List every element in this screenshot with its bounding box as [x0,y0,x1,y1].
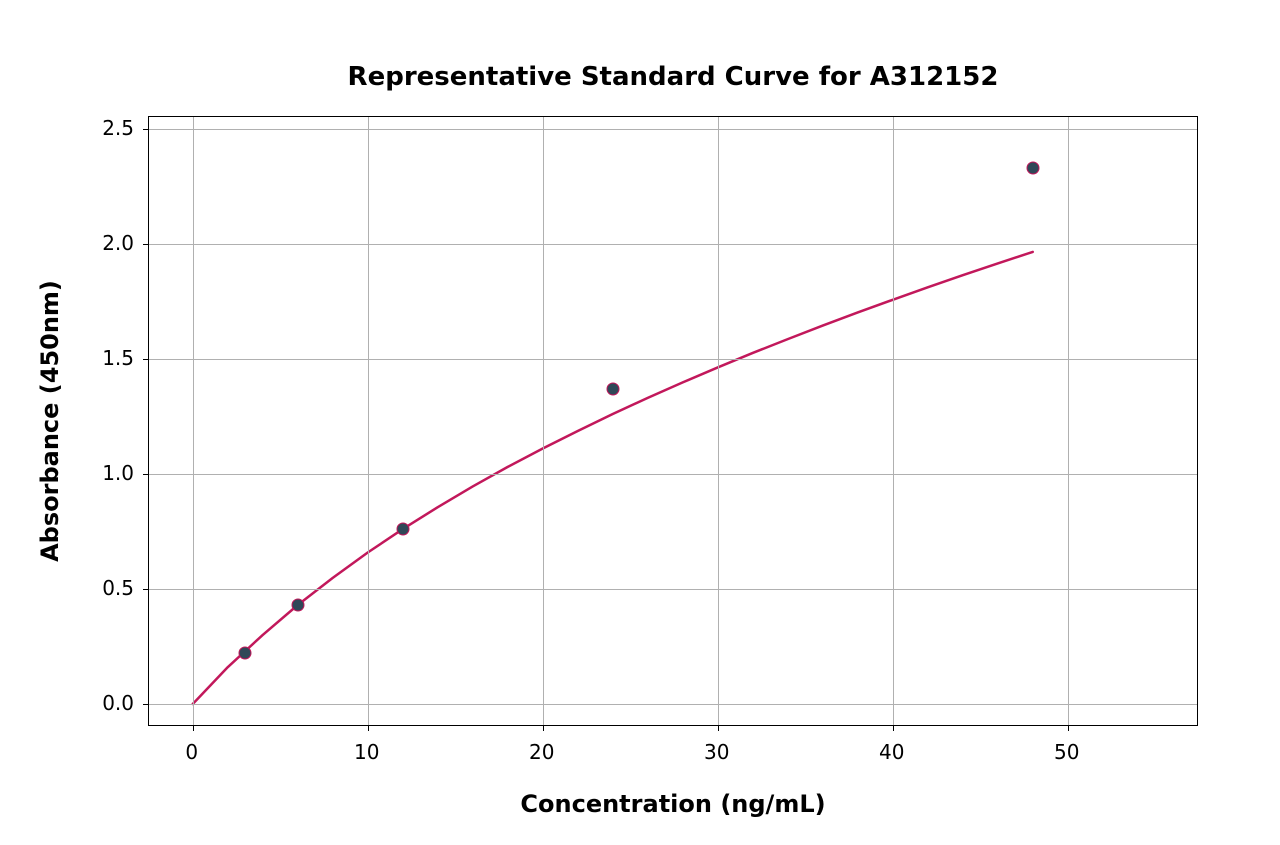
y-tick-label: 2.0 [102,231,134,255]
y-tick-label: 1.0 [102,461,134,485]
grid-line-horizontal [149,589,1197,590]
x-tick [193,725,194,731]
grid-line-horizontal [149,704,1197,705]
grid-line-horizontal [149,244,1197,245]
y-tick-label: 0.5 [102,576,134,600]
curve-path [193,252,1033,704]
chart-figure: Representative Standard Curve for A31215… [0,0,1280,845]
x-tick-label: 0 [185,740,198,764]
x-tick-label: 10 [354,740,379,764]
data-point-marker [396,523,409,536]
x-tick-label: 50 [1054,740,1079,764]
y-tick [143,359,149,360]
grid-line-vertical [368,117,369,725]
x-tick [368,725,369,731]
y-tick-label: 0.0 [102,691,134,715]
data-point-marker [606,382,619,395]
x-axis-label: Concentration (ng/mL) [520,790,825,818]
grid-line-vertical [193,117,194,725]
y-tick [143,244,149,245]
grid-line-vertical [893,117,894,725]
plot-area [148,116,1198,726]
x-tick [718,725,719,731]
x-tick [1068,725,1069,731]
grid-line-horizontal [149,129,1197,130]
y-tick [143,589,149,590]
chart-title: Representative Standard Curve for A31215… [348,62,999,92]
x-tick [543,725,544,731]
data-point-marker [291,599,304,612]
x-tick-label: 30 [704,740,729,764]
grid-line-vertical [718,117,719,725]
data-point-marker [1026,161,1039,174]
grid-line-vertical [1068,117,1069,725]
y-axis-label: Absorbance (450nm) [36,280,64,562]
data-point-marker [239,647,252,660]
standard-curve-line [149,117,1199,727]
y-tick-label: 1.5 [102,346,134,370]
grid-line-vertical [543,117,544,725]
grid-line-horizontal [149,474,1197,475]
grid-line-horizontal [149,359,1197,360]
y-tick [143,704,149,705]
x-tick-label: 40 [879,740,904,764]
y-tick [143,474,149,475]
y-tick-label: 2.5 [102,116,134,140]
y-tick [143,129,149,130]
x-tick [893,725,894,731]
x-tick-label: 20 [529,740,554,764]
